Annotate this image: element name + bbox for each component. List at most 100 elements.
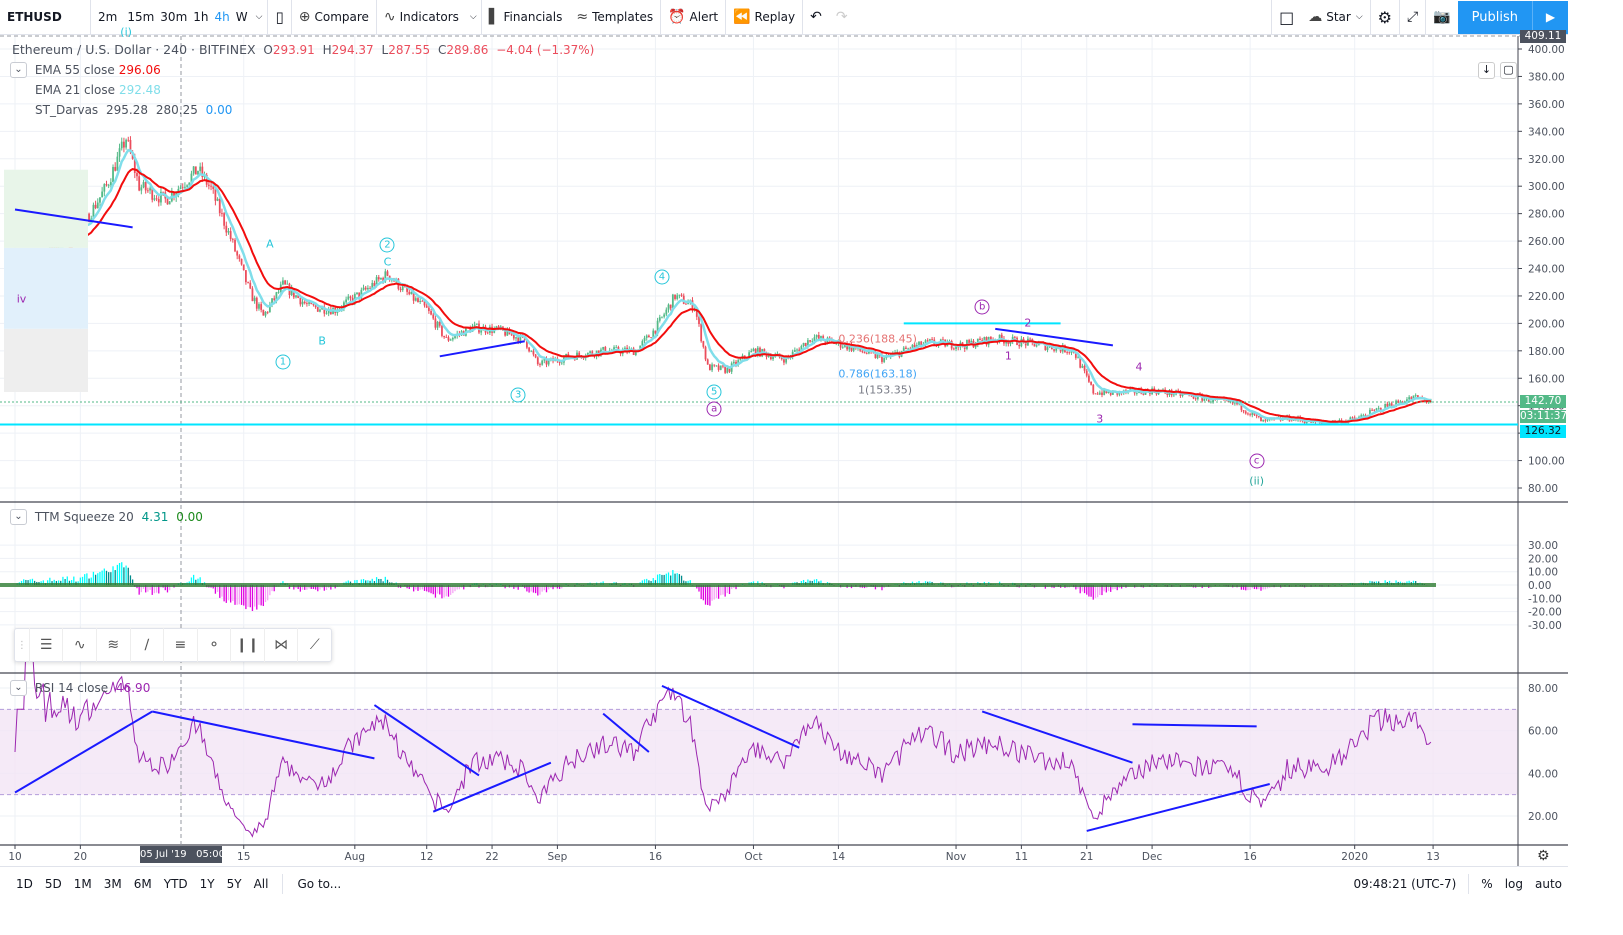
- collapse-legend-chevron-icon[interactable]: ⌄: [10, 62, 27, 78]
- candle-body: [846, 343, 849, 350]
- range-5d[interactable]: 5D: [44, 876, 62, 891]
- publish-button[interactable]: Publish: [1457, 0, 1532, 34]
- wave-label[interactable]: iv: [16, 292, 27, 306]
- ema21-value: 292.48: [118, 83, 161, 97]
- range-1d[interactable]: 1D: [16, 876, 33, 891]
- go-to-date-button[interactable]: Go to...: [297, 876, 342, 891]
- wave-label[interactable]: a: [706, 401, 722, 417]
- wave-label[interactable]: 2: [1024, 316, 1032, 330]
- wave-label[interactable]: 2: [379, 237, 395, 253]
- select-layout-square-icon[interactable]: □: [1279, 7, 1295, 27]
- wave-label[interactable]: A: [266, 237, 274, 251]
- candle-body: [1005, 342, 1008, 344]
- log-scale-toggle[interactable]: log: [1504, 876, 1523, 891]
- chart-type-candles-icon[interactable]: ▯: [275, 8, 284, 26]
- undo-icon[interactable]: ↶: [810, 9, 822, 25]
- wave-label[interactable]: 4: [1135, 360, 1143, 374]
- axis-settings-gear-icon[interactable]: ⚙: [1537, 848, 1550, 864]
- wave-label[interactable]: C: [383, 255, 392, 269]
- candle: [1408, 395, 1411, 401]
- wave-label[interactable]: c: [1249, 453, 1265, 469]
- candle-body: [473, 324, 476, 327]
- wave-label[interactable]: 5: [706, 384, 722, 400]
- wave-label[interactable]: B: [318, 334, 326, 348]
- candle-body: [260, 304, 263, 310]
- candle: [266, 311, 269, 315]
- indicators-dropdown-chevron-icon[interactable]: ⌵: [469, 12, 477, 22]
- star-button[interactable]: ☁ Star ⌵: [1301, 0, 1369, 35]
- collapse-rsi-chevron-icon[interactable]: ⌄: [10, 680, 27, 696]
- candle-body: [1079, 357, 1082, 368]
- abc-pattern-icon[interactable]: ∿: [62, 628, 96, 662]
- interval-1h[interactable]: 1h: [193, 10, 209, 24]
- candle-body: [591, 351, 594, 355]
- range-5y[interactable]: 5Y: [226, 876, 242, 891]
- candle-body: [658, 317, 661, 321]
- financials-button[interactable]: ▌ Financials: [482, 0, 570, 35]
- rsi-label: RSI 14 close: [34, 680, 109, 695]
- candle: [883, 357, 886, 364]
- redo-icon[interactable]: ↷: [835, 9, 848, 25]
- percent-scale-toggle[interactable]: %: [1481, 876, 1493, 891]
- candle-body: [1408, 397, 1411, 400]
- candle-body: [602, 347, 605, 350]
- interval-15m[interactable]: 15m: [127, 10, 155, 24]
- range-ytd[interactable]: YTD: [163, 876, 188, 891]
- symbol-search[interactable]: ETHUSD: [7, 10, 62, 24]
- close-value: 289.86: [446, 43, 489, 57]
- wave-label[interactable]: (i): [120, 25, 132, 39]
- xabcd-pattern-icon[interactable]: ⋈: [263, 628, 298, 662]
- range-1y[interactable]: 1Y: [199, 876, 215, 891]
- fullscreen-icon[interactable]: ⤢: [1407, 9, 1419, 25]
- alert-button[interactable]: ⏰ Alert: [661, 0, 725, 35]
- collapse-ttm-chevron-icon[interactable]: ⌄: [10, 509, 27, 525]
- range-1m[interactable]: 1M: [73, 876, 92, 891]
- interval-dropdown-chevron-icon[interactable]: ⌵: [255, 12, 263, 22]
- candle-body: [800, 346, 803, 352]
- wave-label[interactable]: 1: [275, 354, 291, 370]
- play-icon[interactable]: ▶: [1532, 0, 1568, 34]
- candle-body: [613, 347, 615, 351]
- candle-body: [1055, 346, 1058, 351]
- elliott-wave-icon[interactable]: ≋: [95, 628, 130, 662]
- wave-label[interactable]: 3: [510, 387, 526, 403]
- interval-2m[interactable]: 2m: [98, 10, 118, 24]
- range-3m[interactable]: 3M: [103, 876, 122, 891]
- wave-label[interactable]: 1: [1004, 349, 1012, 363]
- wave-label[interactable]: 3: [1096, 412, 1104, 426]
- interval-30m[interactable]: 30m: [160, 10, 188, 24]
- candle: [419, 298, 422, 305]
- templates-button[interactable]: ≈ Templates: [569, 0, 660, 35]
- compare-button[interactable]: ⊕ Compare: [292, 0, 376, 35]
- interval-4h[interactable]: 4h: [214, 10, 230, 24]
- scroll-to-latest-arrow-down-icon[interactable]: ↓: [1478, 62, 1495, 79]
- gear-icon[interactable]: ⚙: [1377, 7, 1393, 27]
- auto-scale-toggle[interactable]: auto: [1534, 876, 1562, 891]
- horizontal-ray-icon[interactable]: ⚬: [196, 628, 231, 662]
- candle-body: [1085, 370, 1088, 376]
- parallel-channel-icon[interactable]: ∕: [129, 628, 164, 662]
- range-all[interactable]: All: [253, 876, 269, 891]
- candle-body: [654, 330, 657, 334]
- range-6m[interactable]: 6M: [133, 876, 152, 891]
- drag-handle-icon[interactable]: ⋮: [16, 639, 27, 651]
- replay-button[interactable]: ⏪ Replay: [726, 0, 802, 35]
- gann-icon[interactable]: ❙❙: [230, 628, 264, 662]
- candle-body: [754, 348, 757, 356]
- indicators-button[interactable]: ∿ Indicators: [377, 0, 466, 35]
- trend-line-icon[interactable]: ⟋: [297, 628, 331, 662]
- candle-body: [486, 332, 489, 334]
- wave-label[interactable]: (ii): [1249, 474, 1264, 488]
- interval-w[interactable]: W: [235, 10, 248, 24]
- fib-retracement-icon[interactable]: ≡: [163, 628, 197, 662]
- candle: [1092, 383, 1095, 395]
- candle-body: [316, 307, 319, 312]
- candle: [1172, 394, 1175, 397]
- lines-icon[interactable]: ☰: [28, 628, 63, 662]
- timezone-clock[interactable]: 09:48:21 (UTC-7): [1353, 876, 1457, 891]
- camera-icon[interactable]: 📷: [1433, 9, 1451, 25]
- reset-scale-icon[interactable]: ▢: [1500, 62, 1517, 79]
- wave-label[interactable]: b: [974, 299, 990, 315]
- wave-label[interactable]: 4: [654, 269, 670, 285]
